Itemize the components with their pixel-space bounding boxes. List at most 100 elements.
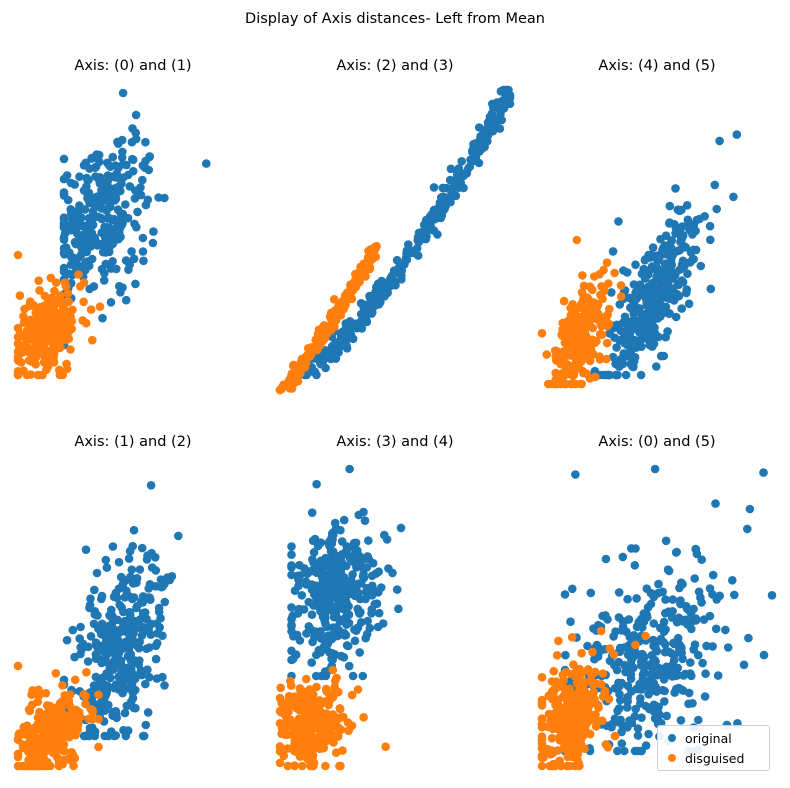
point-original: [652, 362, 661, 371]
point-original: [71, 239, 80, 249]
point-original: [364, 536, 373, 545]
point-original: [377, 583, 386, 592]
point-original: [348, 334, 358, 344]
point-original: [306, 566, 316, 576]
point-original: [287, 603, 296, 612]
point-original: [83, 657, 93, 666]
point-disguised: [24, 747, 33, 757]
point-disguised: [571, 319, 581, 328]
point-original: [614, 217, 623, 226]
point-disguised: [328, 693, 338, 702]
point-disguised: [549, 666, 559, 676]
point-original: [123, 639, 133, 649]
point-original: [88, 215, 97, 224]
point-disguised: [43, 316, 52, 326]
point-original: [689, 245, 698, 255]
point-disguised: [604, 279, 613, 288]
point-original: [91, 199, 100, 209]
point-original: [350, 636, 360, 646]
point-original: [371, 288, 380, 297]
point-original: [348, 671, 358, 681]
point-disguised: [577, 379, 586, 389]
point-original: [136, 666, 146, 675]
point-original: [349, 538, 359, 548]
point-disguised: [50, 286, 59, 296]
point-original: [127, 247, 136, 256]
point-disguised: [371, 243, 381, 253]
point-original: [630, 339, 639, 348]
point-disguised: [66, 345, 75, 354]
point-disguised: [381, 742, 390, 751]
point-original: [371, 569, 381, 578]
series-disguised: [13, 250, 105, 380]
point-original: [339, 515, 349, 525]
point-original: [644, 297, 654, 306]
point-original: [439, 192, 448, 201]
point-original: [677, 276, 687, 285]
point-original: [767, 591, 777, 600]
point-original: [122, 586, 131, 596]
point-original: [142, 555, 152, 564]
point-original: [109, 237, 119, 246]
point-original: [354, 510, 364, 520]
point-original: [108, 185, 118, 195]
point-disguised: [297, 728, 307, 738]
point-original: [702, 641, 711, 651]
point-original: [138, 233, 148, 243]
point-disguised: [602, 258, 612, 268]
point-original: [666, 252, 675, 261]
point-original: [62, 635, 72, 645]
point-original: [672, 547, 681, 557]
point-disguised: [610, 268, 619, 278]
point-original: [641, 741, 651, 750]
point-disguised: [24, 356, 34, 365]
point-disguised: [561, 702, 570, 711]
point-original: [151, 654, 161, 664]
point-original: [653, 264, 663, 274]
point-original: [488, 123, 497, 133]
point-disguised: [551, 700, 560, 710]
point-original: [630, 746, 640, 756]
point-original: [68, 625, 78, 635]
point-original: [342, 586, 352, 595]
point-disguised: [59, 755, 68, 765]
point-disguised: [36, 332, 45, 342]
point-original: [90, 727, 100, 736]
point-disguised: [13, 661, 23, 671]
point-original: [647, 342, 657, 351]
point-original: [311, 671, 321, 681]
point-original: [659, 675, 669, 684]
point-original: [683, 269, 692, 279]
point-original: [723, 643, 733, 652]
point-disguised: [317, 334, 327, 344]
point-original: [631, 544, 640, 553]
point-original: [301, 577, 311, 586]
point-disguised: [28, 761, 38, 771]
point-original: [138, 598, 147, 607]
point-original: [667, 274, 677, 283]
point-disguised: [590, 272, 599, 281]
point-disguised: [553, 724, 562, 734]
point-original: [89, 282, 99, 291]
point-original: [94, 150, 104, 160]
point-disguised: [559, 691, 568, 701]
point-original: [148, 238, 158, 248]
point-disguised: [275, 747, 285, 756]
point-original: [90, 163, 100, 172]
point-disguised: [329, 295, 339, 304]
point-disguised: [602, 338, 612, 348]
point-disguised: [19, 722, 29, 732]
point-original: [608, 247, 618, 256]
point-original: [391, 280, 400, 290]
point-original: [154, 603, 164, 613]
scatter-panel-4: Axis: (1) and (2): [13, 434, 192, 771]
point-disguised: [556, 348, 565, 358]
point-disguised: [289, 696, 299, 705]
point-original: [665, 219, 674, 228]
point-original: [112, 264, 121, 274]
point-disguised: [88, 707, 97, 717]
point-original: [86, 632, 96, 641]
point-disguised: [62, 696, 72, 705]
point-original: [681, 258, 690, 267]
point-disguised: [51, 669, 61, 678]
